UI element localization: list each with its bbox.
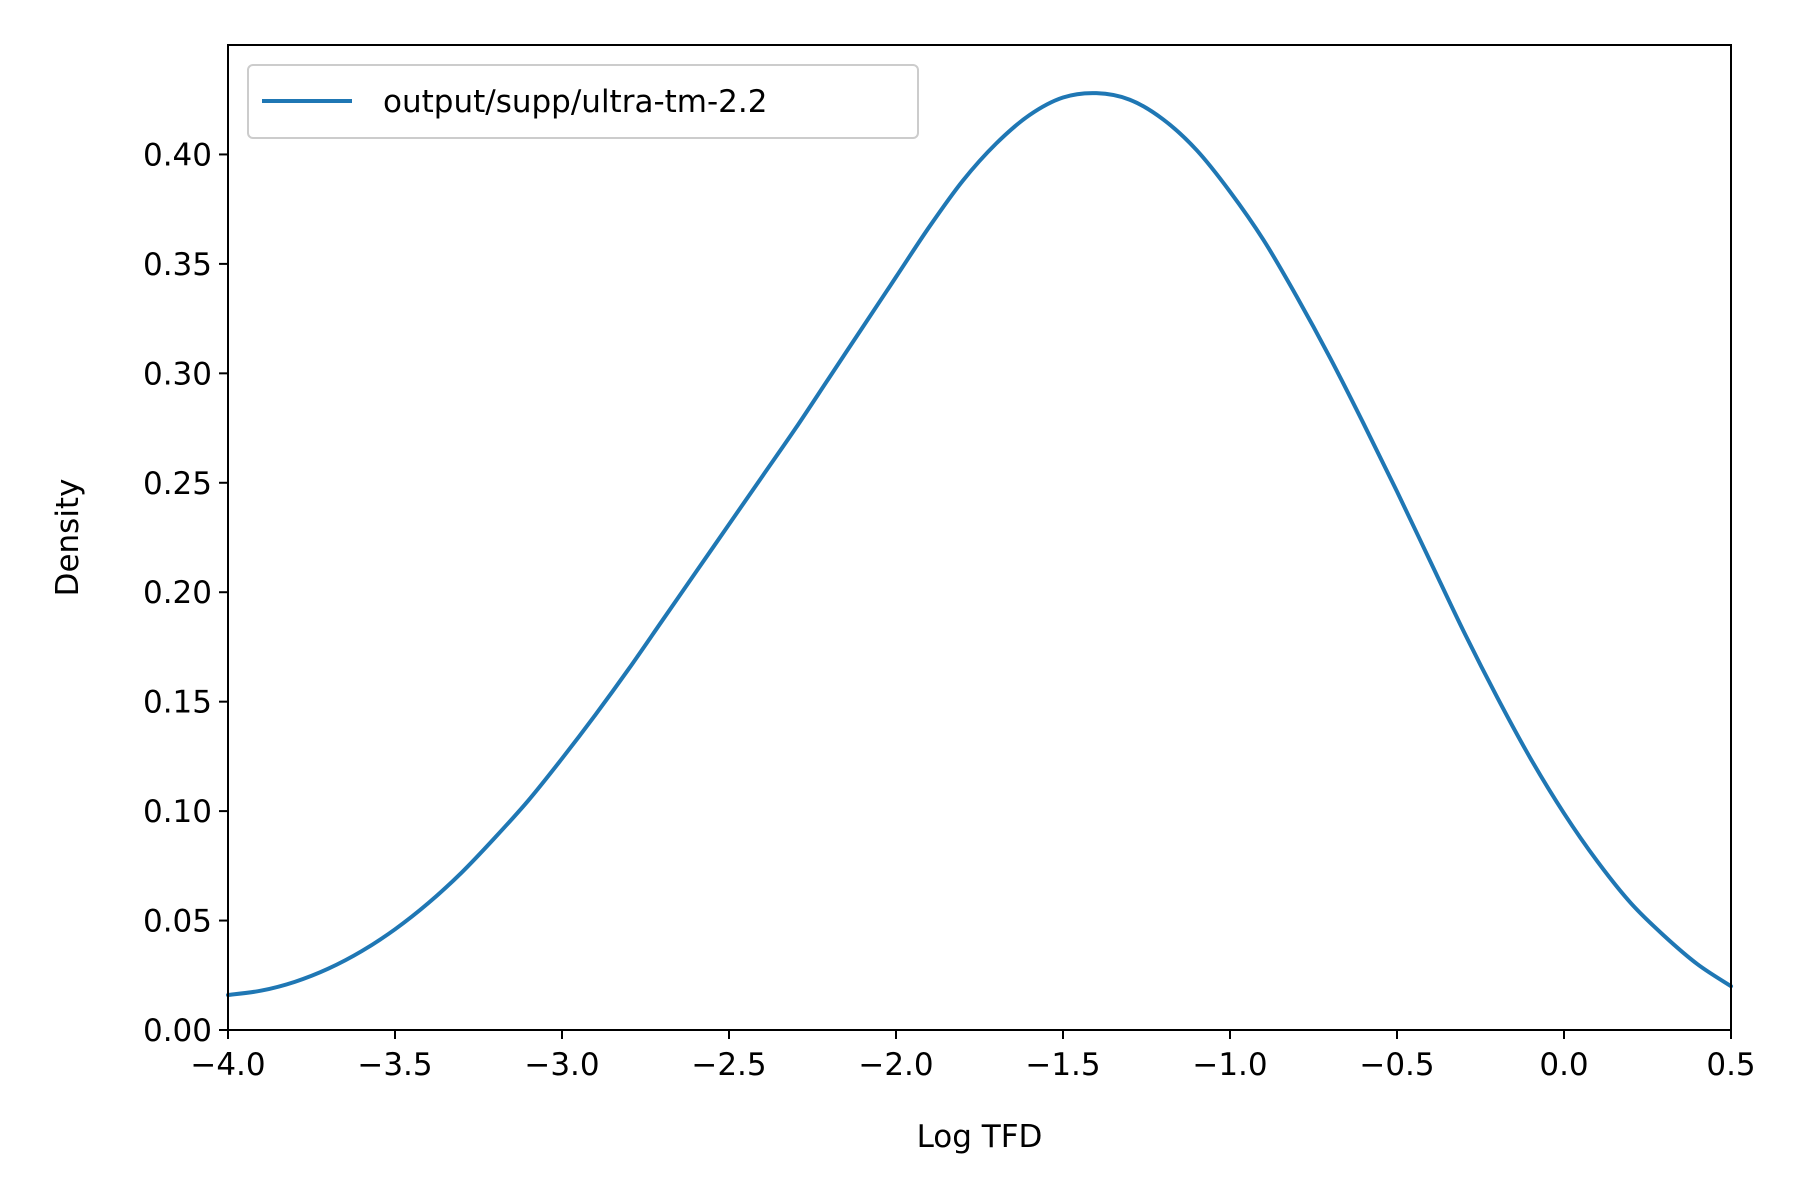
x-tick-label: 0.5 xyxy=(1706,1047,1755,1083)
y-tick-label: 0.40 xyxy=(143,137,212,173)
y-tick-label: 0.25 xyxy=(143,466,212,502)
plot-area xyxy=(226,91,1733,997)
x-tick-label: −1.0 xyxy=(1192,1047,1267,1083)
y-tick-label: 0.10 xyxy=(143,794,212,830)
x-tick-label: −1.5 xyxy=(1025,1047,1100,1083)
y-tick-label: 0.30 xyxy=(143,356,212,392)
x-tick-label: −3.0 xyxy=(524,1047,599,1083)
x-tick-label: −0.5 xyxy=(1359,1047,1434,1083)
density-curve xyxy=(226,91,1733,997)
y-axis-label: Density xyxy=(50,479,86,597)
y-tick-label: 0.00 xyxy=(143,1013,212,1049)
y-tick-label: 0.15 xyxy=(143,685,212,721)
axes-frame xyxy=(227,44,1732,1031)
y-axis: 0.00 0.05 0.10 0.15 0.20 0.25 0.30 0.35 0.40 xyxy=(143,137,228,1049)
x-tick-label: −4.0 xyxy=(190,1047,265,1083)
y-tick-label: 0.20 xyxy=(143,575,212,611)
legend: output/supp/ultra-tm-2.2 xyxy=(247,64,919,139)
x-axis-label: Log TFD xyxy=(917,1119,1043,1155)
legend-box xyxy=(247,64,919,139)
x-tick-label: −2.0 xyxy=(858,1047,933,1083)
x-tick-label: −3.5 xyxy=(357,1047,432,1083)
legend-label: output/supp/ultra-tm-2.2 xyxy=(383,84,767,120)
y-tick-label: 0.05 xyxy=(143,904,212,940)
x-tick-label: −2.5 xyxy=(691,1047,766,1083)
y-tick-label: 0.35 xyxy=(143,247,212,283)
x-tick-label: 0.0 xyxy=(1539,1047,1588,1083)
x-axis: −4.0 −3.5 −3.0 −2.5 −2.0 −1.5 −1.0 −0.5 0.0 0.5 xyxy=(190,1030,1756,1083)
